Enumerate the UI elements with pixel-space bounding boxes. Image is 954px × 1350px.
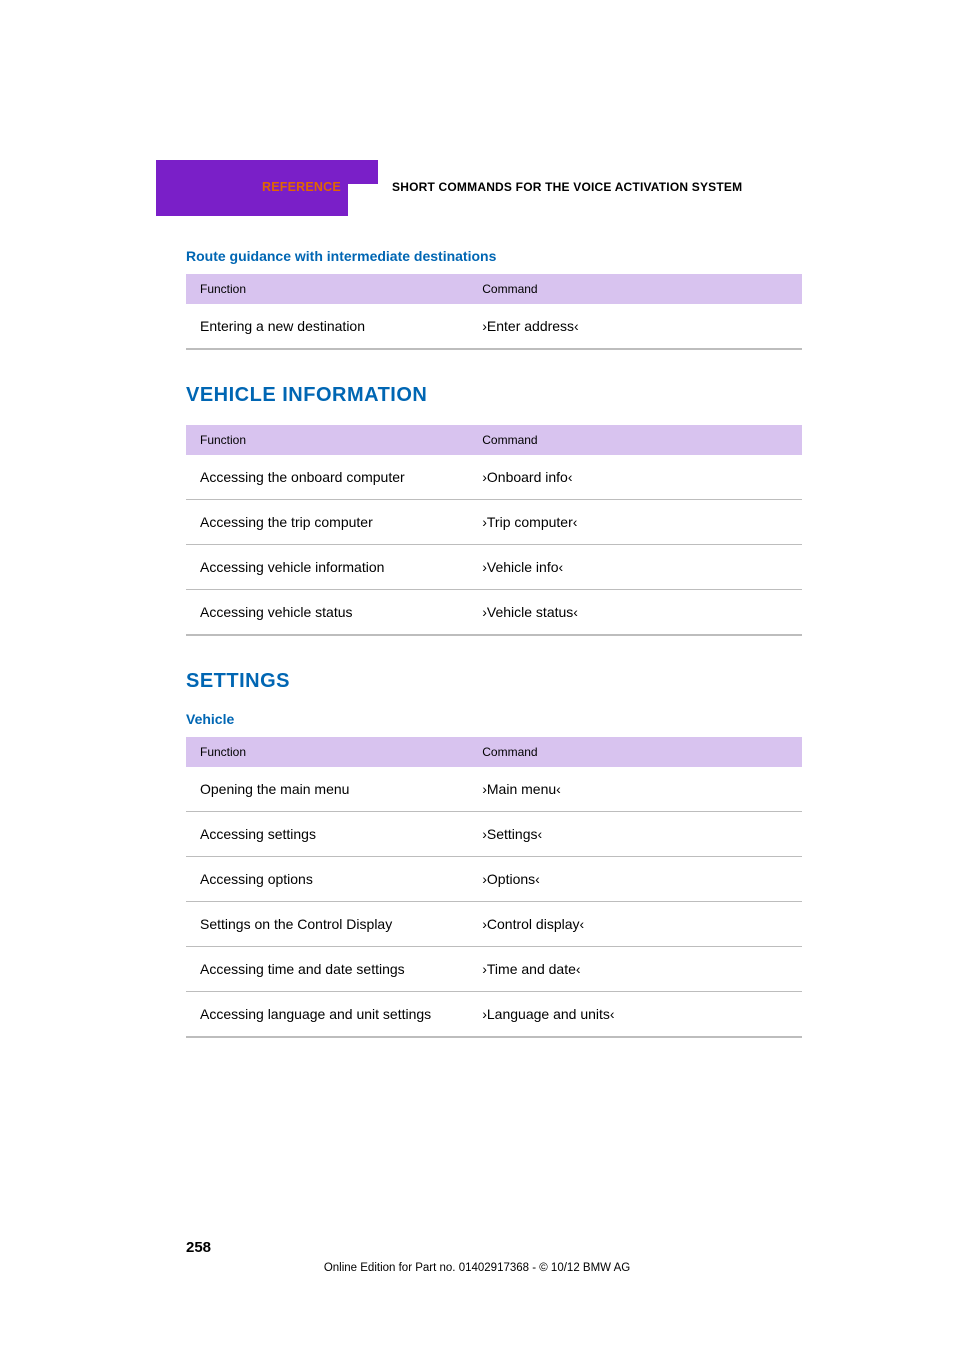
cell-command: ›Trip computer‹ [482,514,788,530]
cell-function: Accessing the trip computer [200,514,482,530]
cell-function: Accessing options [200,871,482,887]
reference-label: REFERENCE [262,180,341,194]
cell-function: Opening the main menu [200,781,482,797]
table-row: Settings on the Control Display ›Control… [186,901,802,946]
table-header-row: Function Command [186,274,802,304]
cell-command: ›Enter address‹ [482,318,788,334]
table-row: Accessing language and unit settings ›La… [186,991,802,1036]
cell-command: ›Control display‹ [482,916,788,932]
cell-command: ›Main menu‹ [482,781,788,797]
page: REFERENCE SHORT COMMANDS FOR THE VOICE A… [0,0,954,1350]
cell-command: ›Options‹ [482,871,788,887]
table-row: Accessing options ›Options‹ [186,856,802,901]
chapter-title: SHORT COMMANDS FOR THE VOICE ACTIVATION … [392,180,742,194]
vehicle-info-title: VEHICLE INFORMATION [186,384,802,407]
route-table: Function Command Entering a new destinat… [186,274,802,350]
table-row: Accessing settings ›Settings‹ [186,811,802,856]
table-header-row: Function Command [186,425,802,455]
cell-command: ›Vehicle status‹ [482,604,788,620]
col-function-header: Function [200,433,482,447]
cell-function: Accessing the onboard computer [200,469,482,485]
footer-copyright: Online Edition for Part no. 01402917368 … [0,1262,954,1274]
settings-table: Function Command Opening the main menu ›… [186,737,802,1038]
table-row: Accessing the trip computer ›Trip comput… [186,499,802,544]
vehicle-info-table: Function Command Accessing the onboard c… [186,425,802,636]
cell-function: Accessing vehicle status [200,604,482,620]
cell-command: ›Time and date‹ [482,961,788,977]
cell-function: Accessing time and date settings [200,961,482,977]
table-row: Accessing vehicle information ›Vehicle i… [186,544,802,589]
route-subheading: Route guidance with intermediate destina… [186,248,802,264]
tab-notch [348,160,378,184]
settings-title: SETTINGS [186,670,802,693]
table-row: Opening the main menu ›Main menu‹ [186,767,802,811]
cell-command: ›Vehicle info‹ [482,559,788,575]
settings-subheading: Vehicle [186,711,802,727]
col-function-header: Function [200,745,482,759]
page-number: 258 [186,1239,211,1256]
table-row: Accessing time and date settings ›Time a… [186,946,802,991]
col-command-header: Command [482,433,788,447]
col-command-header: Command [482,745,788,759]
cell-function: Entering a new destination [200,318,482,334]
col-command-header: Command [482,282,788,296]
cell-function: Settings on the Control Display [200,916,482,932]
cell-command: ›Onboard info‹ [482,469,788,485]
table-header-row: Function Command [186,737,802,767]
col-function-header: Function [200,282,482,296]
header-tabs: REFERENCE SHORT COMMANDS FOR THE VOICE A… [186,160,802,222]
cell-command: ›Settings‹ [482,826,788,842]
table-row: Accessing the onboard computer ›Onboard … [186,455,802,499]
table-row: Accessing vehicle status ›Vehicle status… [186,589,802,634]
cell-function: Accessing settings [200,826,482,842]
cell-function: Accessing vehicle information [200,559,482,575]
cell-function: Accessing language and unit settings [200,1006,482,1022]
table-row: Entering a new destination ›Enter addres… [186,304,802,348]
cell-command: ›Language and units‹ [482,1006,788,1022]
